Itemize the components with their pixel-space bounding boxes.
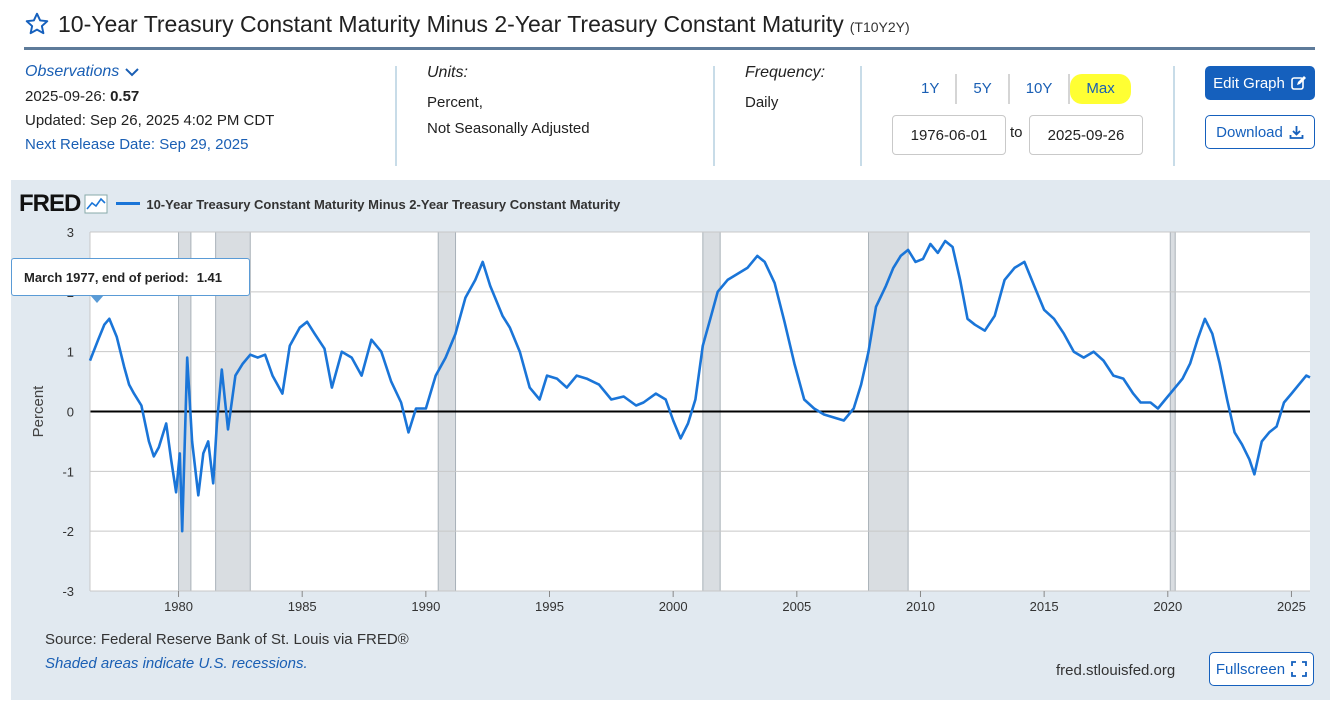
x-tick-label: 1980: [164, 599, 193, 614]
x-tick-label: 1995: [535, 599, 564, 614]
x-tick-label: 2000: [659, 599, 688, 614]
range-selector: 1Y 5Y 10Y Max: [905, 74, 1131, 104]
range-10y[interactable]: 10Y: [1010, 74, 1071, 104]
units-label: Units:: [427, 64, 468, 81]
y-axis-label: Percent: [30, 385, 47, 438]
date-separator: to: [1010, 124, 1023, 141]
observations-block: Observations 2025-09-26: 0.57 Updated: S…: [25, 63, 385, 153]
x-tick-label: 2005: [782, 599, 811, 614]
edit-graph-button[interactable]: Edit Graph: [1205, 66, 1315, 100]
observations-label[interactable]: Observations: [25, 63, 120, 80]
tooltip-pointer: [90, 295, 104, 303]
x-tick-label: 2010: [906, 599, 935, 614]
source-text: Source: Federal Reserve Bank of St. Loui…: [45, 631, 409, 648]
star-icon[interactable]: [24, 11, 50, 37]
title-row: 10-Year Treasury Constant Maturity Minus…: [24, 8, 910, 40]
latest-observation: 2025-09-26: 0.57: [25, 88, 385, 105]
x-tick-label: 1985: [288, 599, 317, 614]
end-date-input[interactable]: 2025-09-26: [1029, 115, 1143, 155]
tooltip-label: March 1977, end of period:: [24, 269, 189, 285]
divider: [1173, 66, 1175, 166]
fullscreen-label[interactable]: Fullscreen: [1215, 660, 1286, 678]
fullscreen-button[interactable]: Fullscreen: [1209, 652, 1314, 686]
chart-tooltip: March 1977, end of period: 1.41: [11, 258, 250, 296]
x-tick-label: 1990: [411, 599, 440, 614]
page-title: 10-Year Treasury Constant Maturity Minus…: [58, 10, 844, 37]
edit-icon: [1291, 76, 1306, 90]
observation-date: 2025-09-26:: [25, 88, 106, 105]
site-url: fred.stlouisfed.org: [1056, 662, 1176, 679]
y-tick-label: 1: [67, 345, 74, 360]
chevron-down-icon[interactable]: [125, 67, 139, 77]
recession-note: Shaded areas indicate U.S. recessions.: [45, 655, 308, 672]
next-release-link[interactable]: Next Release Date: Sep 29, 2025: [25, 136, 249, 153]
tooltip-value: 1.41: [196, 269, 223, 285]
range-5y[interactable]: 5Y: [957, 74, 1010, 104]
range-1y[interactable]: 1Y: [905, 74, 958, 104]
y-tick-label: -3: [62, 584, 74, 599]
x-tick-label: 2025: [1277, 599, 1306, 614]
frequency-block: Frequency: Daily: [745, 64, 825, 116]
units-value: Percent, Not Seasonally Adjusted: [427, 90, 590, 142]
edit-graph-label[interactable]: Edit Graph: [1213, 74, 1285, 92]
divider: [713, 66, 715, 166]
chart-trend-icon: [84, 194, 108, 214]
download-label[interactable]: Download: [1216, 123, 1283, 141]
legend-label: 10-Year Treasury Constant Maturity Minus…: [146, 196, 621, 212]
series-id: (T10Y2Y): [849, 19, 910, 35]
units-block: Units: Percent, Not Seasonally Adjusted: [427, 64, 590, 142]
x-tick-label: 2020: [1153, 599, 1182, 614]
divider: [395, 66, 397, 166]
chart-header: FRED 10-Year Treasury Constant Maturity …: [19, 190, 620, 218]
units-line-1: Percent,: [427, 94, 483, 111]
y-tick-label: 0: [67, 405, 74, 420]
fullscreen-icon: [1291, 661, 1307, 677]
frequency-value: Daily: [745, 94, 779, 111]
download-button[interactable]: Download: [1205, 115, 1315, 149]
y-tick-label: 3: [67, 225, 74, 240]
series-line: [88, 239, 1311, 533]
units-line-2: Not Seasonally Adjusted: [427, 120, 590, 137]
x-tick-label: 2015: [1030, 599, 1059, 614]
observation-value: 0.57: [110, 88, 140, 105]
updated-text: Updated: Sep 26, 2025 4:02 PM CDT: [25, 112, 275, 129]
legend-line-icon: [116, 202, 141, 205]
y-tick-label: -2: [62, 524, 74, 539]
frequency-label: Frequency:: [745, 64, 826, 81]
y-tick-label: -1: [62, 464, 74, 479]
download-icon: [1289, 125, 1304, 139]
divider: [860, 66, 862, 166]
title-divider: [24, 47, 1315, 50]
range-max[interactable]: Max: [1070, 74, 1131, 104]
observations-toggle[interactable]: Observations: [25, 63, 385, 81]
start-date-input[interactable]: 1976-06-01: [892, 115, 1006, 155]
fred-logo: FRED: [19, 190, 81, 217]
